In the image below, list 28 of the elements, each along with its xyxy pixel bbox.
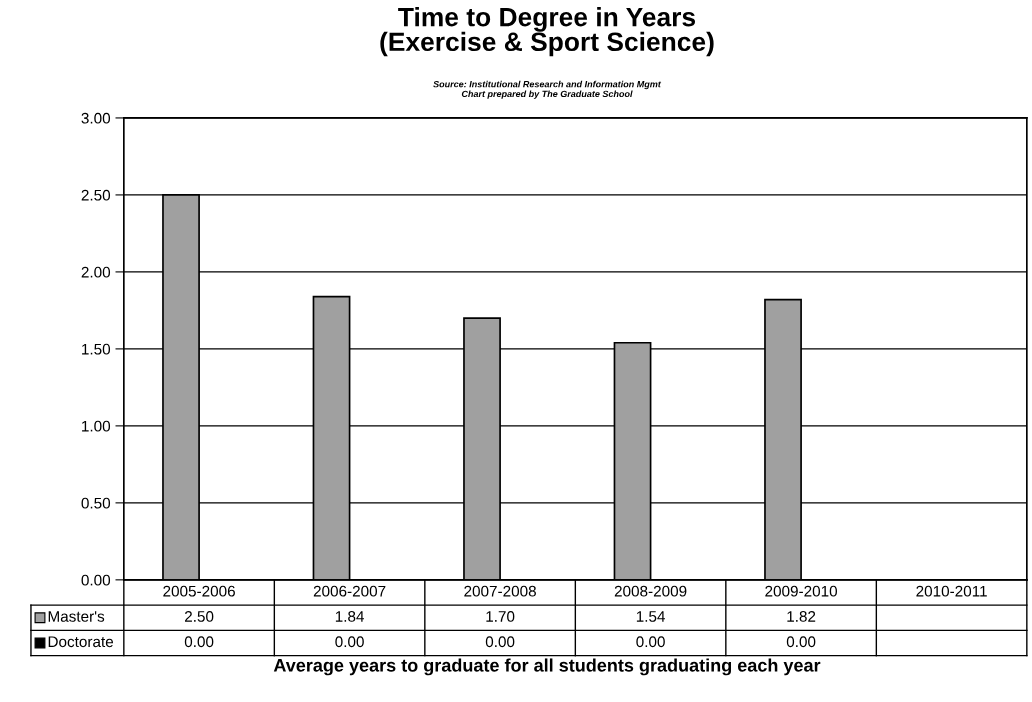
data-label: 2.50 (184, 611, 214, 622)
legend-label: Master's (48, 611, 105, 622)
x-axis-title: Average years to graduate for all students graduating each year (273, 658, 821, 676)
data-label: 0.00 (636, 636, 665, 648)
data-label: 1.82 (787, 611, 816, 622)
y-tick-label: 2.50 (81, 189, 111, 201)
data-label: 0.00 (184, 636, 214, 648)
data-label: 1.84 (335, 611, 365, 622)
x-tick-label: 2008-2009 (614, 585, 687, 597)
chart-title: Time to Degree in Years (Exercise & Sport Science) (380, 7, 714, 57)
y-tick-label: 3.00 (81, 112, 111, 124)
data-label: 0.00 (786, 636, 816, 648)
x-tick-label: 2005-2006 (163, 585, 235, 597)
data-label: 0.00 (485, 636, 515, 648)
data-label: 1.70 (486, 611, 515, 622)
x-tick-label: 2010-2011 (916, 585, 987, 597)
y-tick-label: 2.00 (81, 266, 111, 278)
x-tick-label: 2006-2007 (313, 585, 386, 597)
data-label: 1.54 (636, 611, 666, 622)
y-tick-label: 0.00 (81, 574, 111, 586)
x-tick-label: 2009-2010 (765, 585, 838, 597)
chart-subtitle: Source: Institutional Research and Information Mgmt Chart prepared by The Graduate School (433, 80, 662, 99)
y-tick-label: 1.00 (82, 420, 111, 432)
data-label: 0.00 (335, 636, 364, 648)
legend-label: Doctorate (48, 636, 114, 648)
x-tick-label: 2007-2008 (464, 585, 536, 597)
y-tick-label: 1.50 (82, 343, 111, 355)
y-tick-label: 0.50 (81, 497, 111, 509)
